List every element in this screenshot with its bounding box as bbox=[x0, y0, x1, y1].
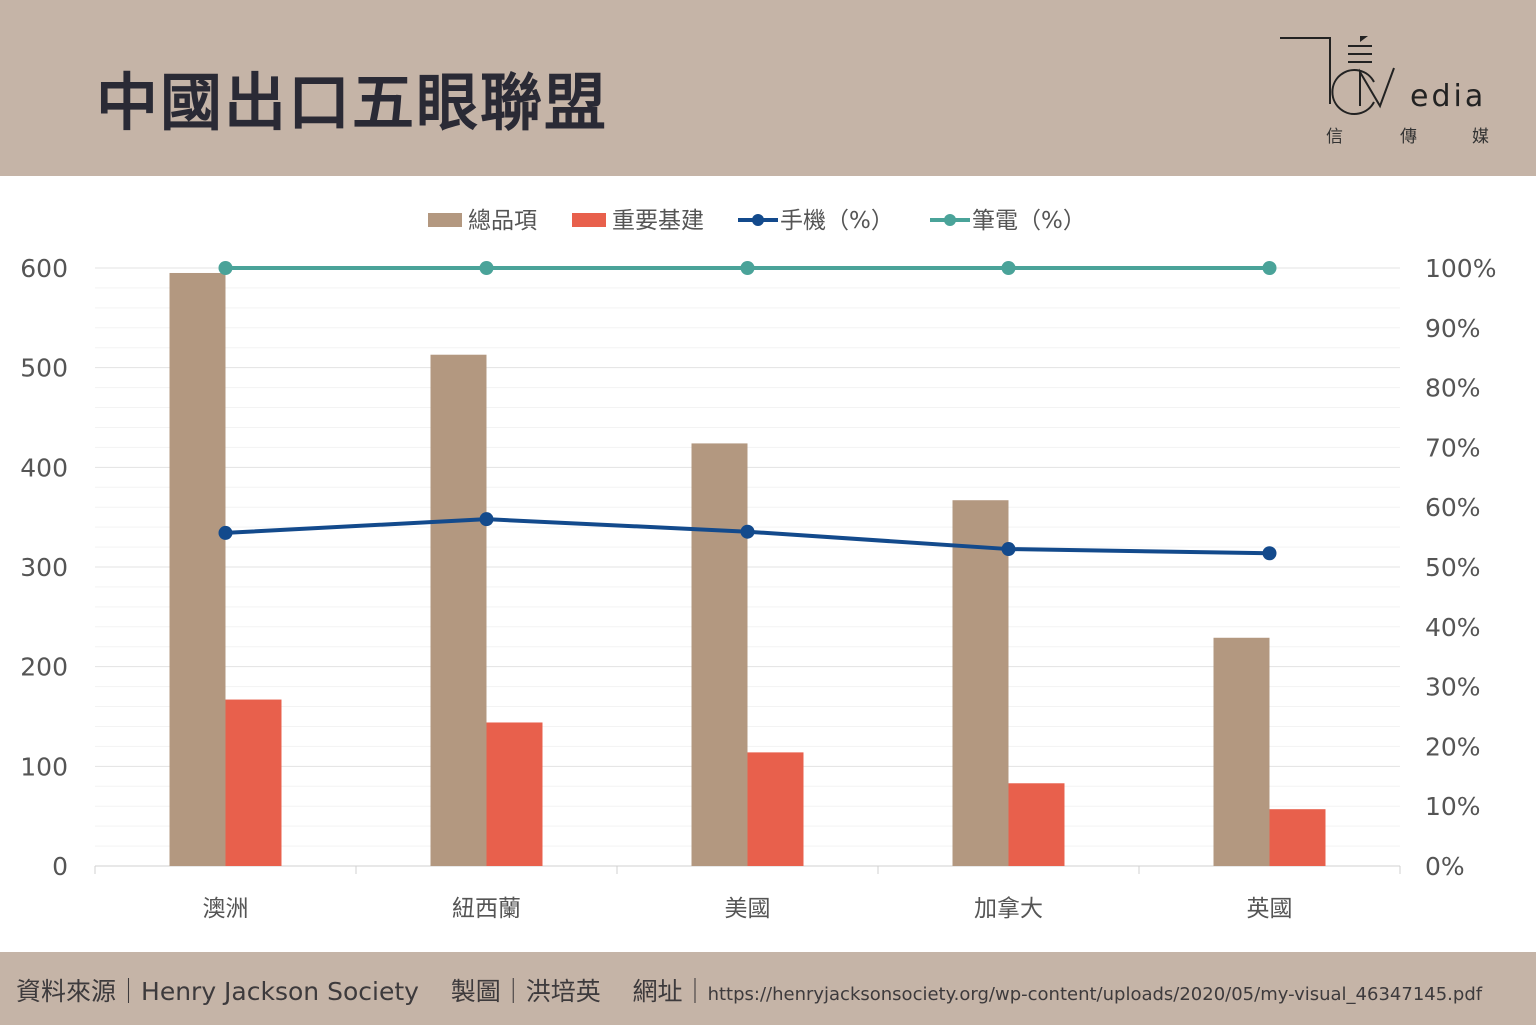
y2-tick-label: 0% bbox=[1425, 852, 1465, 881]
category-label: 英國 bbox=[1247, 896, 1293, 922]
y2-tick-label: 20% bbox=[1425, 732, 1481, 761]
y2-tick-label: 80% bbox=[1425, 374, 1481, 403]
category-label: 澳洲 bbox=[203, 896, 249, 922]
category-label: 加拿大 bbox=[974, 895, 1043, 922]
y-tick-label: 500 bbox=[20, 354, 68, 383]
point-laptop bbox=[1262, 261, 1277, 275]
y-tick-label: 0 bbox=[52, 852, 68, 881]
footer: 資料來源｜Henry Jackson Society 製圖｜洪培英 網址｜htt… bbox=[0, 952, 1536, 1025]
y-tick-label: 400 bbox=[20, 453, 68, 482]
maker-label: 製圖｜ bbox=[450, 977, 526, 1006]
bar-total bbox=[952, 500, 1009, 866]
y-tick-label: 300 bbox=[20, 553, 68, 582]
svg-text:edia: edia bbox=[1410, 79, 1486, 114]
y2-tick-label: 60% bbox=[1425, 493, 1481, 522]
y2-tick-label: 30% bbox=[1425, 673, 1481, 702]
source: Henry Jackson Society bbox=[141, 977, 419, 1006]
bar-infra bbox=[747, 752, 804, 866]
y2-tick-label: 40% bbox=[1425, 613, 1481, 642]
bar-infra bbox=[1269, 809, 1326, 866]
point-phone bbox=[1262, 546, 1277, 561]
legend-label: 手機（%） bbox=[780, 208, 894, 234]
point-phone bbox=[740, 524, 755, 539]
y2-tick-label: 90% bbox=[1425, 314, 1481, 343]
page-title: 中國出口五眼聯盟 bbox=[96, 66, 609, 139]
y2-tick-label: 10% bbox=[1425, 792, 1481, 821]
point-phone bbox=[218, 525, 233, 540]
source-url[interactable]: https://henryjacksonsociety.org/wp-conte… bbox=[707, 984, 1483, 1005]
point-laptop bbox=[740, 261, 755, 275]
legend-marker-laptop bbox=[944, 214, 956, 226]
bar-total bbox=[691, 443, 748, 866]
legend-swatch-infra bbox=[572, 213, 606, 227]
legend-marker-phone bbox=[752, 214, 764, 226]
bar-infra bbox=[486, 722, 543, 866]
bar-total bbox=[169, 272, 226, 866]
bar-infra bbox=[1008, 783, 1065, 866]
url-label: 網址｜ bbox=[632, 977, 708, 1006]
y-tick-label: 100 bbox=[20, 752, 68, 781]
bar-infra bbox=[225, 699, 282, 866]
point-laptop bbox=[1001, 261, 1016, 275]
point-laptop bbox=[479, 261, 494, 275]
y-tick-label: 600 bbox=[20, 254, 68, 283]
svg-text:媒: 媒 bbox=[1472, 127, 1489, 147]
media-logo: edia 信 傳 媒 bbox=[1280, 36, 1489, 147]
point-phone bbox=[479, 512, 494, 527]
category-label: 美國 bbox=[725, 896, 771, 922]
source-label: 資料來源｜ bbox=[16, 977, 142, 1006]
chart: 0 100 200 300 400 500 600 0% 10% 20% 30% 40% 50% 60% 7… bbox=[20, 208, 1496, 922]
y2-tick-label: 70% bbox=[1425, 433, 1481, 462]
footer-text: 資料來源｜Henry Jackson Society 製圖｜洪培英 網址｜htt… bbox=[16, 972, 1482, 1008]
maker: 洪培英 bbox=[525, 977, 601, 1006]
category-label: 紐西蘭 bbox=[452, 896, 521, 922]
y-tick-label: 200 bbox=[20, 653, 68, 682]
point-laptop bbox=[218, 261, 233, 275]
legend-label: 筆電（%） bbox=[972, 208, 1086, 234]
svg-text:傳: 傳 bbox=[1400, 127, 1417, 147]
bar-total bbox=[430, 354, 487, 866]
svg-text:信: 信 bbox=[1326, 127, 1343, 147]
legend-label: 重要基建 bbox=[612, 208, 704, 234]
bar-total bbox=[1213, 637, 1270, 866]
y2-tick-label: 50% bbox=[1425, 553, 1481, 582]
legend-swatch-total bbox=[428, 213, 462, 227]
header: 中國出口五眼聯盟 edia 信 傳 媒 bbox=[0, 0, 1536, 176]
point-phone bbox=[1001, 542, 1016, 557]
y2-tick-label: 100% bbox=[1425, 254, 1496, 283]
legend-label: 總品項 bbox=[468, 208, 537, 234]
